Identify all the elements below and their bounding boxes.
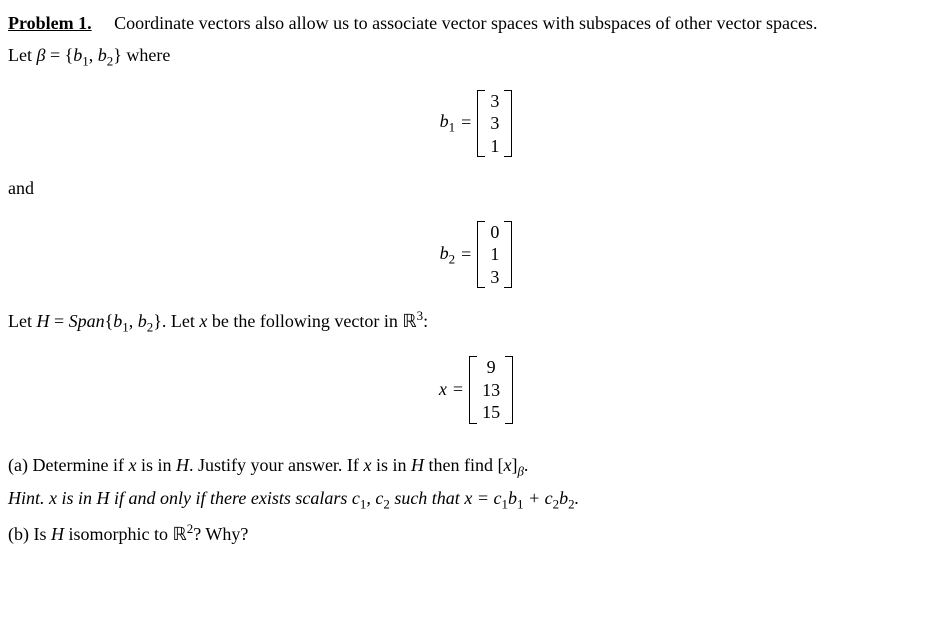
intro-text: Coordinate vectors also allow us to asso… <box>114 13 817 33</box>
b2-matrix: 0 1 3 <box>477 221 512 289</box>
bracket-right-icon <box>505 356 513 424</box>
hint-c1: c <box>352 488 360 508</box>
x-col: 9 13 15 <box>477 356 505 424</box>
b1-b: b <box>440 111 449 131</box>
span-comma: , <box>129 311 138 331</box>
bracket-right-icon <box>504 90 512 158</box>
bracket-left-icon <box>477 221 485 289</box>
hint-H: H <box>97 488 110 508</box>
open-brace: { <box>105 311 114 331</box>
spacer <box>96 13 110 33</box>
pa-period: . <box>524 455 529 475</box>
hint-b1: b <box>508 488 517 508</box>
H-line-mid: . Let <box>162 311 200 331</box>
b2-col: 0 1 3 <box>485 221 504 289</box>
b2-entry-2: 3 <box>490 266 499 289</box>
hint-x1: x <box>49 488 57 508</box>
b2-eq-sign: = <box>461 241 471 269</box>
beta-def-mid: = { <box>45 45 73 65</box>
hint-line: Hint. x is in H if and only if there exi… <box>8 485 944 515</box>
span-b1: b <box>113 311 122 331</box>
b2-b: b <box>440 243 449 263</box>
hint-plus: + <box>523 488 544 508</box>
part-b-line: (b) Is H isomorphic to ℝ2? Why? <box>8 519 944 549</box>
span-word: Span <box>69 311 105 331</box>
pa-mid1: is in <box>136 455 176 475</box>
letH-pre: Let <box>8 311 37 331</box>
x-equation: x = 9 13 15 <box>8 356 944 424</box>
x-matrix: 9 13 15 <box>469 356 513 424</box>
pb-pre: (b) Is <box>8 524 51 544</box>
pb-mid: isomorphic to <box>64 524 173 544</box>
pa-mid1b: is in <box>371 455 411 475</box>
pa-pre: (a) Determine if <box>8 455 128 475</box>
hint-comma: , <box>366 488 375 508</box>
problem-heading-line: Problem 1. Coordinate vectors also allow… <box>8 10 944 38</box>
let-beta-line: Let β = {b1, b2} where <box>8 42 944 72</box>
bracket-left-icon <box>477 90 485 158</box>
pa-mid3: then find [ <box>424 455 503 475</box>
hint-period: . <box>575 488 580 508</box>
x-entry-0: 9 <box>482 356 500 379</box>
span-b2: b <box>138 311 147 331</box>
R3-colon: : <box>423 311 428 331</box>
pb-H: H <box>51 524 64 544</box>
b1-lhs: b1 <box>440 108 455 138</box>
H-sym: H <box>37 311 50 331</box>
x-eq-sign: = <box>453 376 463 404</box>
b1-entry-0: 3 <box>490 90 499 113</box>
b-sym-1: b <box>73 45 82 65</box>
b1-entry-1: 3 <box>490 112 499 135</box>
x-lhs: x <box>439 376 447 404</box>
bracket-right-icon <box>504 221 512 289</box>
part-a-line: (a) Determine if x is in H. Justify your… <box>8 452 944 482</box>
and-line: and <box>8 175 944 203</box>
b1-equation: b1 = 3 3 1 <box>8 90 944 158</box>
b2-equation: b2 = 0 1 3 <box>8 221 944 289</box>
b2-lhs: b2 <box>440 240 455 270</box>
b2-sub: 2 <box>449 251 455 266</box>
pa-H2: H <box>411 455 424 475</box>
comma-1: , <box>89 45 98 65</box>
hint-mid2: if and only if there exists scalars <box>110 488 352 508</box>
b1-col: 3 3 1 <box>485 90 504 158</box>
hint-eq: = <box>472 488 493 508</box>
close-brace: } <box>153 311 162 331</box>
b1-eq-sign: = <box>461 109 471 137</box>
pa-H1: H <box>176 455 189 475</box>
let-text: Let <box>8 45 37 65</box>
close-brace-where: } where <box>113 45 170 65</box>
problem-title: Problem 1. <box>8 13 92 33</box>
hint-pre: Hint. <box>8 488 49 508</box>
hint-c2b: c <box>545 488 553 508</box>
pb-tail: ? Why? <box>193 524 248 544</box>
b1-entry-2: 1 <box>490 135 499 158</box>
b2-entry-1: 1 <box>490 243 499 266</box>
H-line-tail: be the following vector in <box>207 311 402 331</box>
let-H-line: Let H = Span{b1, b2}. Let x be the follo… <box>8 306 944 338</box>
b1-sub: 1 <box>449 120 455 135</box>
R-sym-1: ℝ <box>402 311 416 331</box>
b-sym-2: b <box>98 45 107 65</box>
bracket-left-icon <box>469 356 477 424</box>
x-entry-2: 15 <box>482 401 500 424</box>
hint-mid3: such that <box>390 488 465 508</box>
b1-matrix: 3 3 1 <box>477 90 512 158</box>
b2-entry-0: 0 <box>490 221 499 244</box>
hint-mid1: is in <box>57 488 97 508</box>
pa-mid2: . Justify your answer. If <box>189 455 363 475</box>
hint-b2: b <box>559 488 568 508</box>
x-entry-1: 13 <box>482 379 500 402</box>
Heq: = <box>50 311 69 331</box>
pb-R: ℝ <box>173 524 187 544</box>
